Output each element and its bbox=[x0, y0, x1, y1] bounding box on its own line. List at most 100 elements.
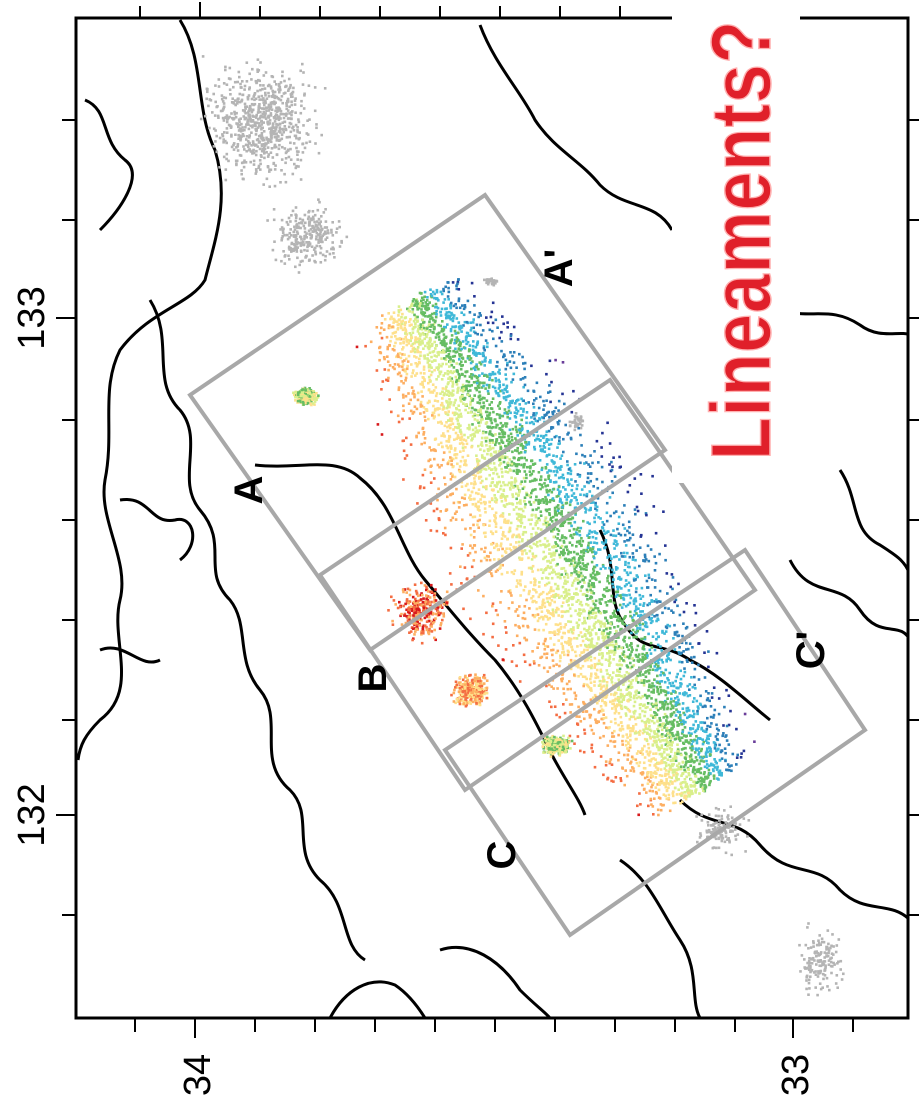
hypocentre-dot bbox=[541, 448, 544, 451]
hypocentre-dot bbox=[623, 640, 626, 643]
hypocentre-dot bbox=[693, 655, 696, 659]
background-dot bbox=[834, 982, 838, 985]
hypocentre-dot bbox=[460, 437, 463, 441]
hypocentre-dot bbox=[501, 512, 505, 515]
hypocentre-dot bbox=[548, 700, 551, 703]
hypocentre-dot bbox=[431, 304, 435, 308]
hypocentre-dot bbox=[383, 318, 387, 321]
hypocentre-dot bbox=[639, 674, 642, 677]
hypocentre-dot bbox=[611, 735, 614, 738]
hypocentre-dot bbox=[443, 357, 446, 360]
hypocentre-dot bbox=[495, 501, 498, 504]
hypocentre-dot bbox=[593, 707, 596, 711]
hypocentre-dot bbox=[508, 547, 511, 550]
hypocentre-dot bbox=[632, 602, 636, 606]
hypocentre-dot bbox=[405, 357, 408, 361]
hypocentre-dot bbox=[586, 476, 590, 480]
hypocentre-dot bbox=[612, 571, 616, 575]
hypocentre-dot bbox=[504, 411, 508, 414]
hypocentre-dot bbox=[594, 599, 598, 603]
hypocentre-dot bbox=[604, 704, 608, 707]
hypocentre-dot bbox=[613, 651, 617, 654]
hypocentre-dot bbox=[579, 571, 583, 575]
background-dot bbox=[242, 115, 245, 118]
background-dot bbox=[271, 156, 275, 159]
background-dot bbox=[835, 944, 839, 947]
hypocentre-dot bbox=[664, 769, 668, 772]
hypocentre-dot bbox=[445, 421, 448, 424]
background-dot bbox=[287, 77, 291, 81]
hypocentre-dot bbox=[653, 741, 657, 744]
background-dot bbox=[257, 164, 261, 168]
background-dot bbox=[224, 178, 228, 182]
hypocentre-dot bbox=[494, 443, 497, 447]
background-dot bbox=[294, 111, 297, 114]
background-dot bbox=[224, 96, 228, 100]
background-dot bbox=[238, 134, 242, 138]
hypocentre-dot bbox=[599, 620, 603, 624]
background-dot bbox=[292, 142, 296, 145]
background-dot bbox=[239, 130, 243, 133]
hypocentre-dot bbox=[581, 539, 585, 543]
hypocentre-dot bbox=[610, 640, 614, 643]
background-dot bbox=[248, 87, 251, 91]
background-dot bbox=[738, 823, 742, 826]
hypocentre-dot bbox=[553, 705, 557, 708]
hypocentre-dot bbox=[411, 299, 415, 303]
hypocentre-dot bbox=[472, 350, 476, 353]
background-dot bbox=[338, 225, 341, 229]
hypocentre-dot bbox=[457, 404, 460, 407]
hypocentre-dot bbox=[544, 644, 547, 648]
hypocentre-dot bbox=[592, 485, 595, 488]
hypocentre-dot bbox=[523, 636, 526, 640]
hypocentre-dot bbox=[419, 354, 422, 357]
background-dot bbox=[283, 262, 287, 265]
hypocentre-dot bbox=[565, 682, 569, 686]
hypocentre-dot bbox=[545, 463, 549, 466]
background-dot bbox=[240, 98, 244, 102]
background-dot bbox=[283, 125, 287, 128]
hypocentre-dot bbox=[449, 546, 453, 550]
hypocentre-dot bbox=[652, 757, 656, 760]
hypocentre-dot bbox=[599, 668, 603, 672]
hypocentre-dot bbox=[489, 407, 493, 410]
hypocentre-dot bbox=[483, 495, 486, 499]
hypocentre-dot bbox=[624, 714, 628, 717]
hypocentre-dot bbox=[397, 386, 401, 389]
hypocentre-dot bbox=[380, 322, 384, 325]
background-dot bbox=[214, 129, 217, 132]
hypocentre-dot bbox=[518, 605, 521, 608]
hypocentre-dot bbox=[453, 475, 457, 479]
hypocentre-dot bbox=[457, 379, 460, 383]
background-dot bbox=[807, 993, 810, 996]
hypocentre-dot bbox=[515, 664, 518, 668]
hypocentre-dot bbox=[593, 541, 596, 544]
hypocentre-dot bbox=[619, 628, 623, 631]
hypocentre-dot bbox=[612, 542, 616, 545]
hypocentre-dot bbox=[547, 447, 551, 451]
hypocentre-dot bbox=[705, 630, 709, 633]
background-dot bbox=[279, 98, 283, 102]
background-dot bbox=[317, 228, 321, 232]
hypocentre-dot bbox=[643, 721, 646, 724]
background-dot bbox=[331, 221, 334, 224]
hypocentre-dot bbox=[437, 421, 440, 424]
hypocentre-dot bbox=[682, 650, 685, 653]
hypocentre-dot bbox=[446, 295, 450, 298]
hypocentre-dot bbox=[678, 646, 681, 649]
background-dot bbox=[238, 123, 242, 127]
hypocentre-dot bbox=[602, 677, 605, 681]
hypocentre-dot bbox=[609, 514, 612, 518]
hypocentre-dot bbox=[496, 360, 499, 364]
background-dot bbox=[827, 963, 831, 966]
hypocentre-dot bbox=[643, 756, 647, 759]
background-dot bbox=[294, 97, 297, 100]
background-dot bbox=[809, 970, 812, 974]
hypocentre-dot bbox=[676, 672, 679, 676]
hypocentre-dot bbox=[689, 760, 693, 763]
hypocentre-dot bbox=[653, 770, 657, 774]
background-dot bbox=[280, 137, 284, 141]
hypocentre-dot bbox=[682, 719, 685, 722]
hypocentre-dot bbox=[440, 378, 444, 381]
hypocentre-dot bbox=[402, 337, 405, 341]
